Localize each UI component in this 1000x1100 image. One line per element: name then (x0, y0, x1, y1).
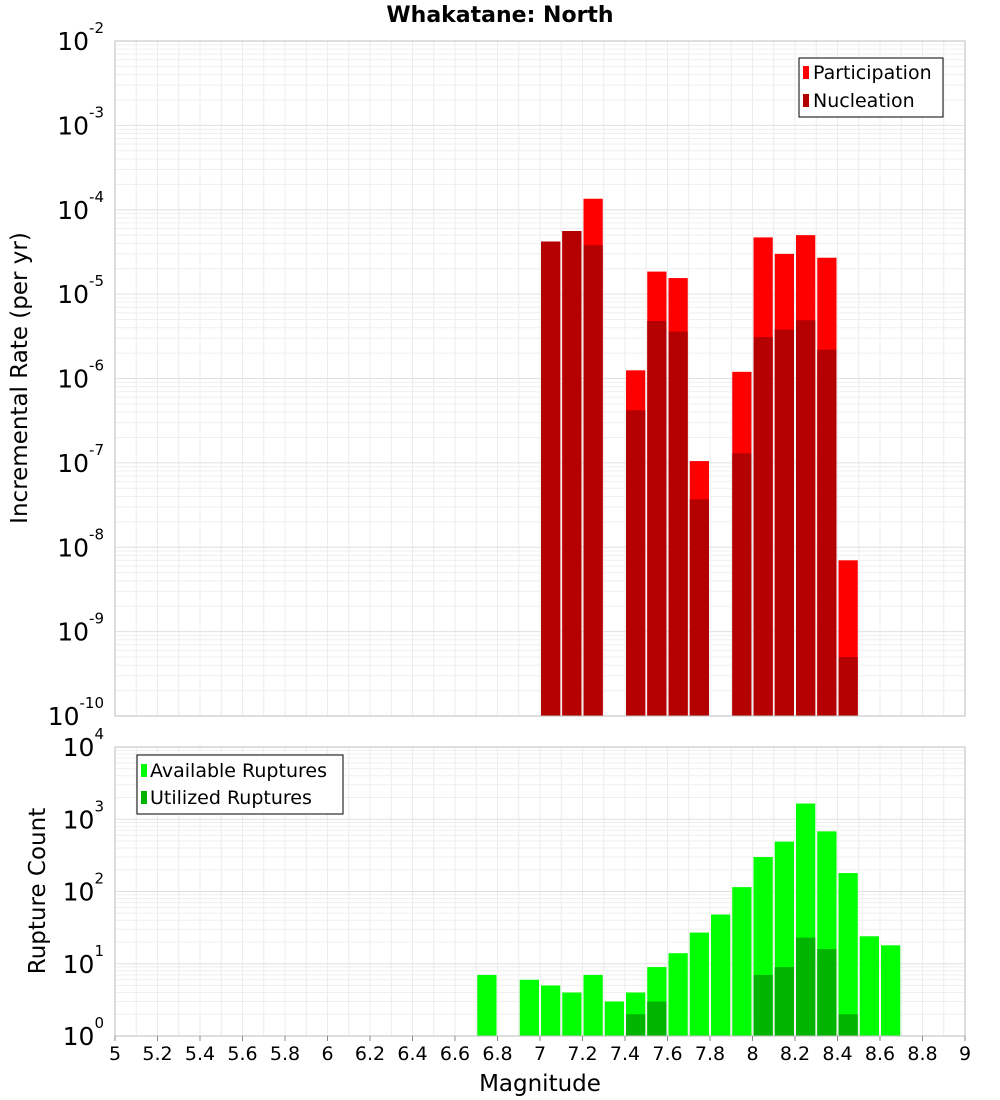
count-y-ticks: 100 101 102 103 104 (63, 725, 104, 1051)
utilized-ruptures-bar (796, 937, 816, 1036)
rate-bars (541, 198, 858, 717)
rate-y-tick-label: 10-10 (48, 694, 104, 731)
x-tick-label: 7.2 (567, 1043, 597, 1065)
nucleation-bar (753, 337, 773, 716)
utilized-legend-swatch (141, 791, 147, 804)
x-axis-ticks: 5 5.2 5.4 5.6 5.8 6 6.2 6.4 6.6 6.8 7 7.2 7.4 7.6 7.8 8… (109, 1036, 971, 1065)
utilized-ruptures-bar (626, 1014, 646, 1036)
participation-legend-label: Participation (813, 62, 932, 84)
rate-y-tick-label: 10-2 (57, 19, 104, 56)
available-ruptures-bar (881, 945, 901, 1036)
available-ruptures-bar (732, 887, 752, 1036)
x-tick-label: 6 (321, 1043, 333, 1065)
rate-legend: Participation Nucleation (798, 57, 944, 118)
count-bars (477, 803, 901, 1036)
available-ruptures-bar (838, 873, 858, 1036)
count-y-tick-label: 101 (63, 942, 104, 979)
nucleation-bar (626, 410, 646, 716)
count-y-tick-label: 100 (63, 1014, 104, 1051)
nucleation-bar (541, 241, 561, 717)
x-tick-label: 7.6 (652, 1043, 682, 1065)
available-ruptures-bar (668, 953, 688, 1036)
x-tick-label: 6.6 (440, 1043, 470, 1065)
x-tick-label: 5.6 (227, 1043, 257, 1065)
rate-y-tick-label: 10-6 (57, 357, 104, 394)
available-ruptures-bar (689, 932, 709, 1036)
count-legend: Available Ruptures Utilized Ruptures (136, 754, 344, 815)
x-tick-label: 8.2 (780, 1043, 810, 1065)
count-y-tick-label: 102 (63, 870, 104, 907)
count-legend-box (136, 754, 344, 815)
available-ruptures-bar (562, 992, 582, 1036)
nucleation-legend-label: Nucleation (813, 90, 915, 112)
nucleation-bar (647, 321, 667, 716)
count-panel: 100 101 102 103 104 Rupture Count Available … (25, 725, 966, 1051)
participation-legend-swatch (803, 66, 809, 79)
nucleation-bar (774, 329, 794, 716)
x-tick-label: 5.2 (142, 1043, 172, 1065)
nucleation-bar (583, 245, 603, 717)
utilized-legend-label: Utilized Ruptures (150, 787, 312, 809)
available-ruptures-bar (711, 914, 731, 1036)
available-ruptures-bar (859, 936, 879, 1036)
x-tick-label: 8.4 (822, 1043, 852, 1065)
x-tick-label: 7.4 (610, 1043, 640, 1065)
utilized-ruptures-bar (774, 967, 794, 1036)
rate-y-tick-label: 10-7 (57, 441, 104, 478)
nucleation-bar (796, 320, 816, 716)
available-ruptures-bar (541, 985, 561, 1036)
rate-y-tick-label: 10-9 (57, 610, 104, 647)
utilized-ruptures-bar (647, 1001, 667, 1036)
x-tick-label: 6.2 (355, 1043, 385, 1065)
chart-title: Whakatane: North (386, 3, 613, 28)
x-tick-label: 8.8 (907, 1043, 937, 1065)
rate-panel: 10-10 10-9 10-8 10-7 10-6 10-5 10-4 10-3 10-2 In… (7, 19, 966, 731)
rate-plot-frame (114, 40, 966, 717)
nucleation-bar (668, 331, 688, 716)
nucleation-bar (689, 499, 709, 716)
x-axis-label: Magnitude (479, 1071, 601, 1097)
rate-y-tick-label: 10-5 (57, 272, 104, 309)
available-legend-label: Available Ruptures (150, 760, 327, 782)
count-y-axis-label: Rupture Count (25, 808, 51, 974)
rate-y-tick-label: 10-3 (57, 103, 104, 140)
count-y-tick-label: 104 (63, 725, 104, 762)
x-tick-label: 7.8 (695, 1043, 725, 1065)
x-tick-label: 5.8 (270, 1043, 300, 1065)
available-ruptures-bar (583, 974, 603, 1036)
x-tick-label: 8 (746, 1043, 758, 1065)
nucleation-bar (838, 657, 858, 716)
nucleation-bar (817, 349, 837, 716)
nucleation-legend-swatch (803, 94, 809, 107)
rate-y-ticks: 10-10 10-9 10-8 10-7 10-6 10-5 10-4 10-3 10-2 (48, 19, 104, 731)
rate-y-axis-label: Incremental Rate (per yr) (7, 232, 33, 524)
x-tick-label: 6.4 (397, 1043, 427, 1065)
x-tick-label: 6.8 (482, 1043, 512, 1065)
x-tick-label: 9 (959, 1043, 971, 1065)
rate-grid (114, 41, 966, 717)
nucleation-bar (562, 230, 582, 716)
rate-legend-box (798, 57, 944, 118)
rate-y-tick-label: 10-8 (57, 525, 104, 562)
available-ruptures-bar (519, 979, 539, 1036)
utilized-ruptures-bar (838, 1014, 858, 1036)
x-tick-label: 5 (109, 1043, 121, 1065)
available-ruptures-bar (477, 974, 497, 1036)
rate-y-tick-label: 10-4 (57, 188, 104, 225)
count-y-tick-label: 103 (63, 797, 104, 834)
utilized-ruptures-bar (753, 974, 773, 1036)
available-ruptures-bar (604, 1001, 624, 1036)
available-legend-swatch (141, 764, 147, 777)
utilized-ruptures-bar (817, 949, 837, 1036)
x-tick-label: 7 (534, 1043, 546, 1065)
x-tick-label: 5.4 (185, 1043, 215, 1065)
x-tick-label: 8.6 (865, 1043, 895, 1065)
nucleation-bar (732, 453, 752, 716)
